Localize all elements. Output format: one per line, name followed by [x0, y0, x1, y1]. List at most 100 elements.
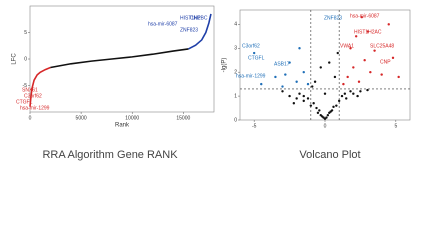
gene-label: hsa-mir-6087: [350, 13, 380, 19]
point: [311, 85, 314, 88]
y-tick-label: 2: [234, 70, 237, 76]
gene-label: C3orf62: [242, 43, 260, 49]
point: [260, 82, 263, 86]
point: [336, 51, 339, 55]
point: [363, 59, 366, 62]
point: [345, 97, 348, 100]
point: [306, 82, 310, 86]
point: [397, 75, 400, 79]
x-tick-label: 15000: [176, 115, 190, 121]
y-axis-label: -lg(P): [222, 58, 228, 73]
point: [356, 94, 359, 98]
gene-label: C3orf62: [24, 93, 42, 99]
point: [352, 92, 355, 95]
point: [312, 102, 315, 105]
gene-label: ASB17: [274, 61, 290, 67]
point: [281, 85, 284, 88]
caption: RRA Algorithm Gene RANK: [42, 149, 178, 161]
point: [316, 111, 320, 115]
rank-line: [188, 13, 212, 50]
y-tick-label: -5: [23, 83, 28, 89]
point: [349, 47, 352, 50]
point: [306, 97, 310, 100]
point: [274, 75, 277, 79]
x-tick-label: -5: [252, 123, 257, 129]
plot-frame: [239, 9, 411, 121]
point: [309, 104, 313, 107]
point: [373, 49, 376, 52]
point: [354, 35, 358, 38]
point: [292, 102, 296, 105]
point: [352, 66, 355, 69]
point: [295, 80, 298, 83]
x-axis-label: Rank: [115, 123, 130, 129]
point: [357, 80, 361, 83]
rank-line: [29, 66, 51, 107]
point: [332, 105, 335, 109]
point: [325, 116, 328, 119]
rank-line: [50, 48, 189, 69]
x-tick-label: 10000: [125, 115, 139, 121]
point: [284, 73, 287, 76]
point: [333, 75, 337, 79]
point: [340, 94, 344, 98]
point: [349, 90, 352, 93]
point: [313, 80, 317, 83]
point: [337, 99, 341, 103]
gene-label: CTGFL: [248, 55, 265, 61]
gene-label: ZNF823: [324, 15, 342, 21]
x-tick-label: 5: [394, 123, 397, 129]
x-tick-label: 0: [29, 115, 32, 121]
point: [288, 61, 291, 64]
point: [302, 99, 305, 103]
point: [369, 70, 372, 74]
gene-label: hsa-mir-1299: [20, 105, 50, 111]
point: [298, 47, 301, 50]
point: [302, 94, 305, 98]
plot-frame: [29, 5, 215, 113]
y-tick-label: 5: [24, 30, 27, 36]
gene-label: SNX61: [22, 87, 38, 93]
gene-label: HIST1H2BC: [180, 15, 208, 21]
gene-label: CNP: [380, 59, 391, 65]
gene-label: HIST1H2AC: [354, 29, 382, 35]
point: [343, 92, 347, 95]
y-tick-label: 1: [234, 93, 237, 99]
point: [330, 109, 334, 112]
point: [315, 106, 318, 110]
point: [326, 114, 330, 117]
point: [318, 109, 321, 112]
point: [335, 104, 338, 107]
y-tick-label: 0: [24, 56, 27, 62]
point: [342, 82, 345, 86]
page: {"chart_data": [ {"type": "line", "capti…: [11, 5, 411, 161]
point: [380, 73, 383, 76]
y-tick-label: 4: [234, 22, 237, 28]
gene-label: CNP: [190, 15, 201, 21]
x-tick-label: 5000: [76, 115, 87, 121]
gene-label: ZNF823: [180, 27, 198, 33]
point: [319, 66, 322, 69]
point: [391, 56, 395, 60]
gene-label: hsa-mir-6087: [148, 21, 178, 27]
point: [366, 88, 369, 92]
y-axis-label: LFC: [12, 53, 18, 65]
gene-label: SLC25A48: [370, 43, 394, 49]
gene-label: VWA1: [340, 43, 354, 49]
point: [360, 15, 364, 19]
y-tick-label: 0: [234, 117, 237, 123]
point: [252, 51, 256, 55]
point: [366, 30, 369, 33]
gene-label: hsa-mir-1299: [236, 73, 266, 79]
point: [359, 90, 362, 93]
y-tick-label: 3: [234, 46, 237, 52]
caption: Volcano Plot: [299, 149, 360, 161]
x-tick-label: 0: [324, 123, 327, 129]
point: [387, 23, 390, 26]
point: [288, 94, 291, 98]
point: [328, 61, 331, 64]
point: [323, 92, 327, 95]
point: [295, 97, 298, 100]
point: [298, 92, 301, 95]
